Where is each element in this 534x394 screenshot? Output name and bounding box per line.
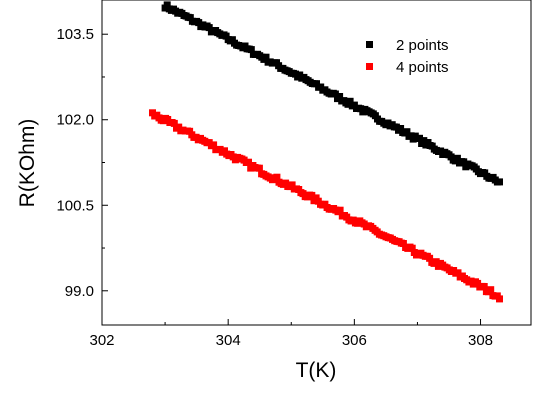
data-point: [408, 244, 416, 252]
data-point: [288, 181, 296, 189]
series-1: [161, 1, 503, 186]
data-point: [403, 128, 411, 136]
data-point: [245, 158, 252, 166]
data-point: [460, 158, 468, 166]
data-point: [170, 119, 178, 127]
data-point: [247, 46, 255, 54]
x-tick-label: 304: [216, 332, 241, 349]
data-point: [255, 164, 263, 172]
data-point: [175, 123, 183, 131]
y-tick-label: 99.0: [65, 283, 94, 300]
data-point: [205, 24, 213, 32]
data-point: [453, 154, 461, 162]
y-tick-label: 103.5: [56, 26, 94, 43]
x-tick-label: 308: [468, 332, 493, 349]
y-tick-label: 102.0: [56, 112, 94, 129]
series-2: [149, 109, 503, 303]
data-point: [397, 125, 405, 132]
data-point: [496, 295, 503, 303]
legend-marker: [366, 41, 373, 48]
data-point: [480, 283, 488, 290]
data-point: [186, 14, 194, 22]
data-point: [313, 80, 320, 88]
plot-area: [149, 1, 503, 303]
data-point: [416, 134, 423, 142]
legend: 2 points 4 points: [366, 37, 449, 76]
data-point: [426, 254, 434, 262]
data-point: [273, 173, 281, 181]
x-axis-title: T(K): [296, 359, 337, 382]
data-point: [399, 240, 407, 247]
x-tick-label: 302: [89, 332, 114, 349]
y-axis: 99.0 100.5 102.0 103.5: [56, 26, 108, 300]
data-point: [496, 178, 503, 186]
data-point: [420, 137, 428, 145]
data-point: [346, 97, 354, 105]
data-point: [432, 258, 440, 266]
legend-label: 4 points: [396, 59, 449, 76]
data-point: [336, 93, 344, 100]
data-point: [336, 206, 344, 214]
legend-label: 2 points: [396, 37, 449, 54]
x-axis: 302 304 306 308: [89, 319, 493, 349]
legend-marker: [366, 63, 373, 70]
data-point: [163, 1, 171, 9]
data-point: [210, 141, 218, 149]
data-point: [454, 269, 462, 277]
data-point: [474, 279, 482, 287]
data-point: [331, 90, 339, 98]
data-point: [262, 53, 270, 61]
y-axis-title: R(KOhm): [16, 119, 39, 208]
data-point: [487, 286, 495, 294]
data-point: [308, 191, 316, 199]
y-tick-label: 100.5: [56, 197, 94, 214]
x-tick-label: 306: [342, 332, 367, 349]
data-point: [195, 19, 203, 27]
